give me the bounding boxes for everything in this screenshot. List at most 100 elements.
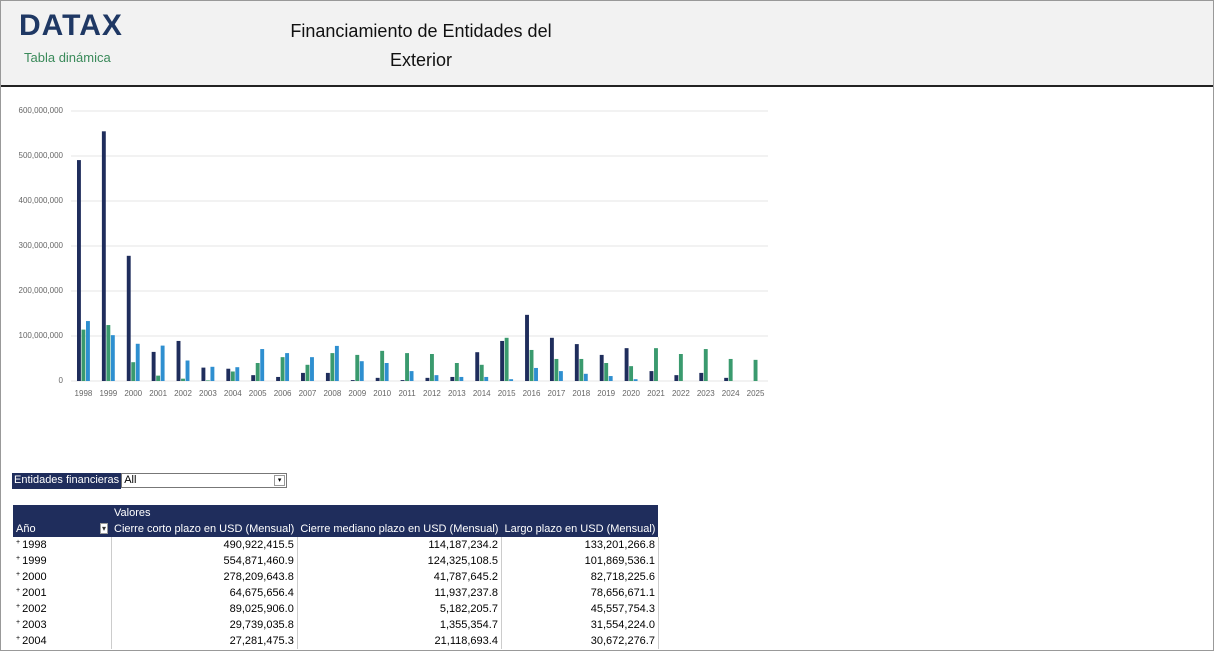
bar [251,375,256,381]
bar [135,343,140,381]
x-tick-label: 2005 [249,389,267,398]
y-tick-label: 0 [59,376,64,385]
x-tick-label: 2009 [348,389,366,398]
expand-button[interactable]: + [16,539,21,546]
x-tick-label: 2003 [199,389,217,398]
column-header: Largo plazo en USD (Mensual) [501,521,659,537]
title: Financiamiento de Entidades del Exterior [290,21,552,70]
value-cell: 31,554,224.0 [501,617,659,633]
year-cell: +2001 [13,585,112,601]
bar [81,329,86,381]
bar [325,372,330,381]
table-row: +1999 554,871,460.9 124,325,108.5 101,869,5… [13,553,659,569]
x-tick-label: 2010 [373,389,391,398]
value-cell: 101,869,536.1 [501,553,659,569]
x-tick-label: 2008 [323,389,341,398]
y-tick-label: 600,000,000 [19,106,64,115]
x-tick-label: 2018 [572,389,590,398]
bar [534,367,538,381]
bar [703,349,708,381]
value-cell: 11,937,237.8 [297,585,502,601]
expand-button[interactable]: + [16,603,21,610]
filter-dropdown[interactable]: All ▾ [121,473,288,488]
expand-button[interactable]: + [16,571,21,578]
value-cell: 45,557,754.3 [501,601,659,617]
bar [181,378,185,381]
x-tick-label: 2012 [423,389,441,398]
expand-button[interactable]: + [16,555,21,562]
bar [475,352,480,381]
bar [649,371,654,381]
table-row: +1998 490,922,415.5 114,187,234.2 133,201,2… [13,537,659,553]
bar [529,349,534,381]
column-header: Cierre corto plazo en USD (Mensual) [111,521,298,537]
expand-button[interactable]: + [16,635,21,642]
filter-label: Entidades financieras [12,473,122,489]
value-cell: 30,672,276.7 [501,633,659,649]
bar [525,314,529,381]
filter-button[interactable]: ▾ [99,523,108,534]
group-header: Valores [111,505,659,521]
dropdown-button[interactable]: ▾ [274,475,286,486]
bar [753,359,758,381]
bar [226,368,231,381]
year-cell: +2000 [13,569,112,585]
expand-button[interactable]: + [16,619,21,626]
expand-button[interactable]: + [16,587,21,594]
filter: Entidades financieras All ▾ [12,473,288,489]
bar [728,358,733,381]
subtitle: Tabla dinámica [24,50,111,65]
bar [276,376,281,381]
x-tick-label: 2007 [299,389,317,398]
bar [579,358,584,381]
table-row: +2003 29,739,035.8 1,355,354.7 31,554,224.0 [13,617,659,633]
bar [176,340,181,381]
header: DATAX Tabla dinámica Financiamiento de E… [1,1,1213,87]
bar [280,357,285,381]
chart: 0 100,000,000 200,000,000 300,000,000 400,00… [19,106,768,398]
year-cell: +2004 [13,633,112,649]
bar [604,363,609,381]
bar [201,367,206,381]
value-cell: 278,209,643.8 [111,569,298,585]
year-cell: +1999 [13,553,112,569]
table-row: +2002 89,025,906.0 5,182,205.7 45,557,754.3 [13,601,659,617]
bar [699,372,704,381]
x-tick-label: 2015 [498,389,516,398]
bar [624,348,629,381]
bar [558,371,563,381]
bar [400,380,405,381]
column-header: Cierre mediano plazo en USD (Mensual) [297,521,502,537]
bar [205,380,210,381]
value-cell: 27,281,475.3 [111,633,298,649]
bar [126,255,131,381]
x-tick-label: 2011 [398,389,416,398]
bar [629,366,634,381]
bar [574,344,579,381]
bar [633,379,638,381]
bar [156,375,161,381]
bar [434,375,439,381]
bar [674,375,679,381]
bar [425,377,430,381]
value-cell: 64,675,656.4 [111,585,298,601]
value-cell: 490,922,415.5 [111,537,298,553]
bar [500,340,505,381]
value-cell: 1,355,354.7 [297,617,502,633]
bar [405,353,410,381]
bar [509,379,514,381]
x-tick-label: 2020 [622,389,640,398]
x-tick-label: 2017 [548,389,566,398]
bar [654,348,658,381]
value-cell: 21,118,693.4 [297,633,502,649]
bar [450,376,455,381]
bar [305,364,310,381]
bar [101,131,106,381]
x-tick-label: 2025 [747,389,765,398]
bar [454,363,459,381]
bar [185,360,190,381]
year-cell: +1998 [13,537,112,553]
bar [334,345,339,381]
value-cell: 82,718,225.6 [501,569,659,585]
bar [301,372,305,381]
